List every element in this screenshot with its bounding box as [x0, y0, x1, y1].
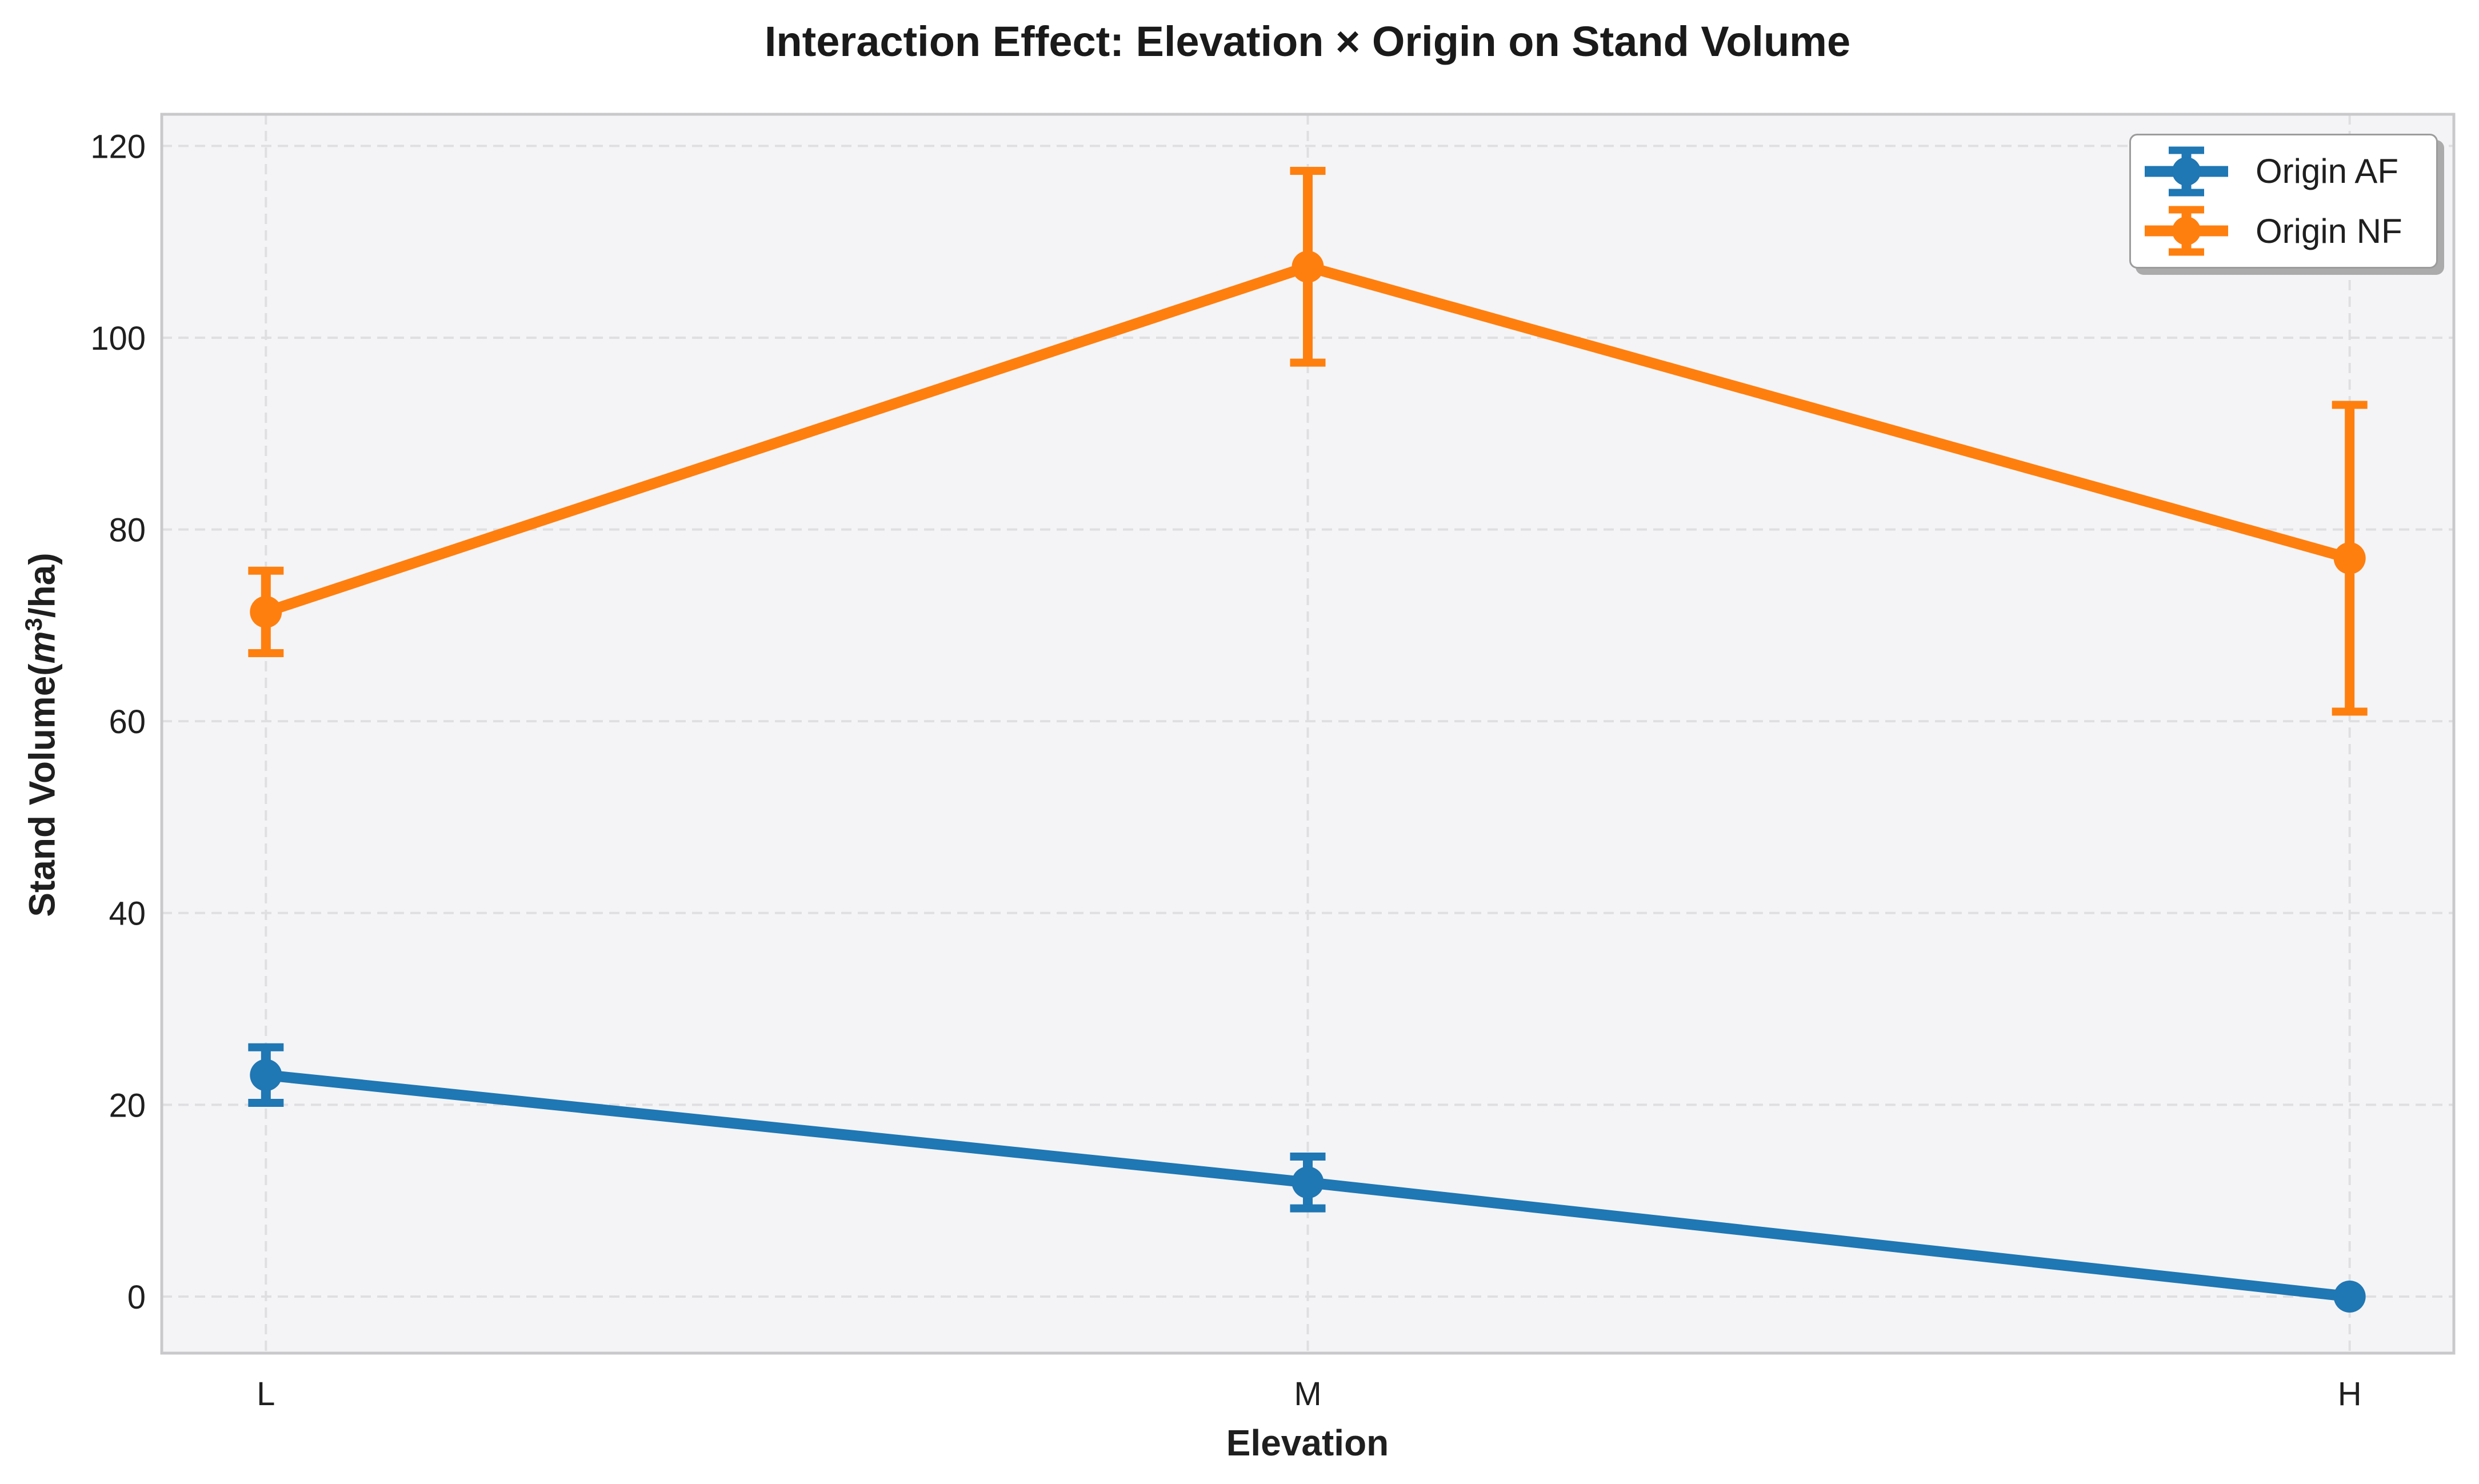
y-tick-label: 0	[127, 1279, 146, 1316]
y-tick-label: 80	[109, 511, 146, 549]
y-tick-label: 40	[109, 895, 146, 933]
legend-label: Origin NF	[2256, 211, 2402, 250]
data-point-marker	[2333, 1280, 2366, 1313]
y-tick-label: 60	[109, 703, 146, 741]
y-axis-label-superscript: 3	[20, 618, 47, 631]
data-point-marker	[1292, 1166, 1324, 1199]
y-axis-label-text: Stand Volume(	[21, 663, 63, 917]
y-tick-label: 100	[90, 320, 146, 357]
y-tick-label: 120	[90, 128, 146, 165]
legend: Origin AF Origin NF	[2129, 134, 2438, 269]
legend-label: Origin AF	[2256, 152, 2399, 191]
legend-item-origin-nf: Origin NF	[2144, 203, 2425, 258]
chart-title: Interaction Effect: Elevation × Origin o…	[764, 18, 1851, 65]
data-point-marker	[250, 595, 282, 628]
x-axis-label: Elevation	[1226, 1422, 1389, 1463]
legend-item-origin-af: Origin AF	[2144, 144, 2425, 199]
errorbar-marker-icon	[2145, 146, 2228, 197]
data-point-marker	[250, 1059, 282, 1091]
y-tick-label: 20	[109, 1087, 146, 1124]
errorbar-marker-icon	[2145, 206, 2228, 256]
y-axis-label-suffix: /ha)	[21, 553, 63, 618]
x-tick-label: H	[2338, 1375, 2362, 1413]
x-tick-label: M	[1294, 1375, 1321, 1413]
data-point-marker	[2333, 542, 2366, 574]
x-tick-label: L	[257, 1375, 275, 1413]
data-point-marker	[1292, 250, 1324, 283]
axes-spines	[160, 113, 2456, 1355]
y-axis-label-unit-symbol: m	[21, 631, 63, 664]
y-axis-label: Stand Volume(m3/ha)	[20, 546, 63, 923]
